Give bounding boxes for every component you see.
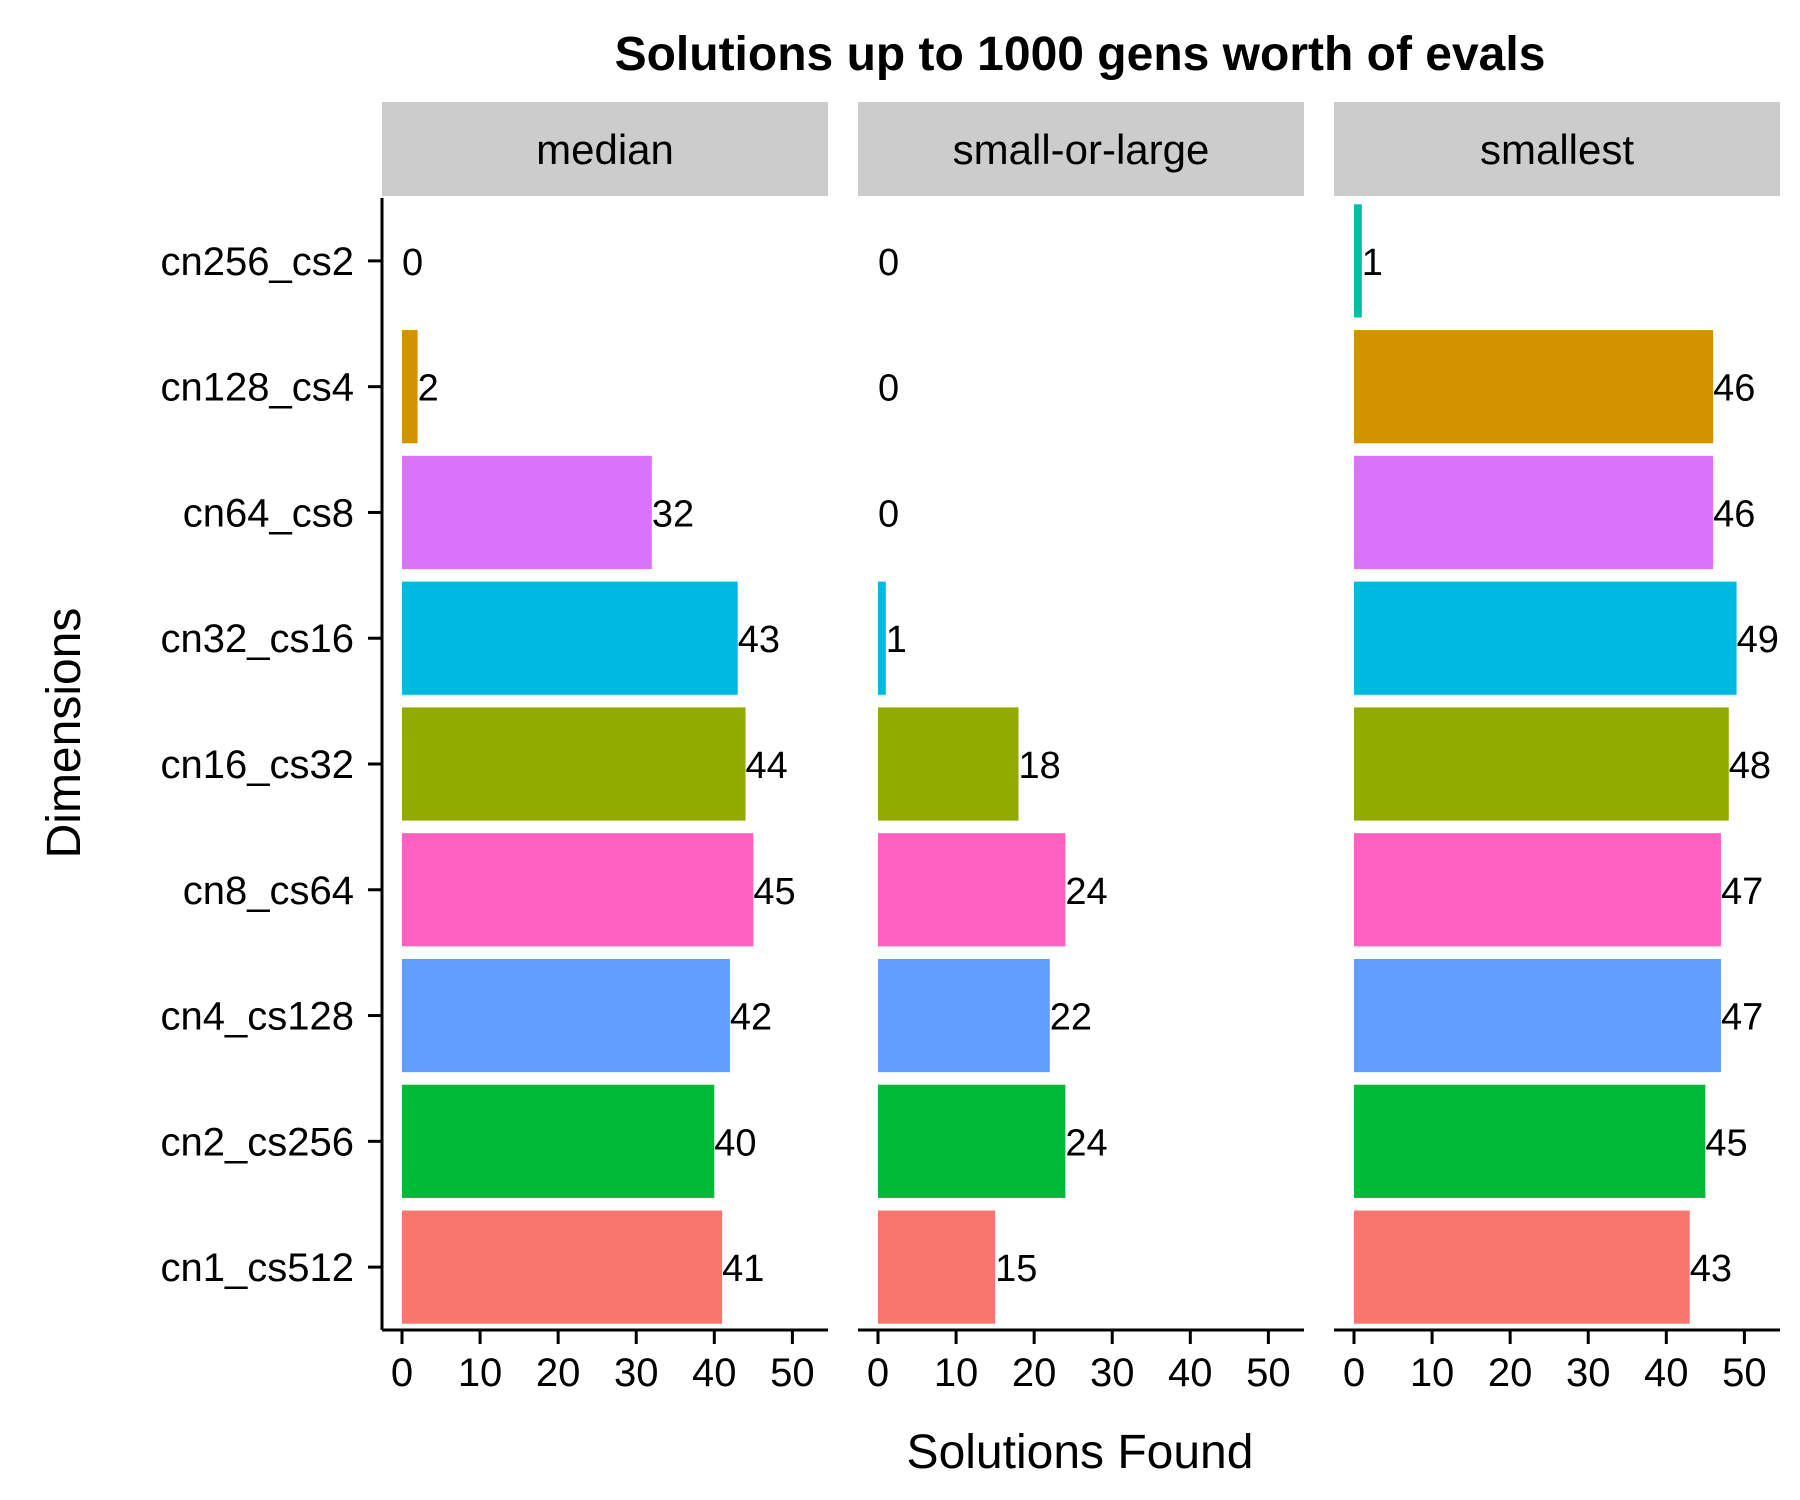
bar-smallest-cn2-cs256	[1354, 1084, 1706, 1198]
x-tick-label: 0	[1343, 1351, 1365, 1395]
data-label-median-cn2-cs256: 40	[714, 1122, 756, 1164]
bar-small-or-large-cn32-cs16	[878, 581, 886, 695]
x-tick-label: 10	[458, 1351, 503, 1395]
data-label-small-or-large-cn1-cs512: 15	[995, 1248, 1037, 1290]
facet-strip-label: small-or-large	[953, 126, 1210, 173]
x-tick-label: 20	[1012, 1351, 1057, 1395]
facet-strip-median	[382, 102, 828, 196]
bar-median-cn2-cs256	[402, 1084, 715, 1198]
data-label-small-or-large-cn8-cs64: 24	[1065, 871, 1107, 913]
data-label-small-or-large-cn128-cs4: 0	[878, 368, 899, 410]
facet-strip-smallest	[1334, 102, 1780, 196]
x-tick-label: 30	[1090, 1351, 1135, 1395]
x-tick-label: 50	[770, 1351, 815, 1395]
bar-median-cn1-cs512	[402, 1210, 723, 1324]
data-label-median-cn32-cs16: 43	[738, 619, 780, 661]
data-label-small-or-large-cn4-cs128: 22	[1050, 997, 1092, 1039]
bar-median-cn32-cs16	[402, 581, 738, 695]
y-tick-label-cn4-cs128: cn4_cs128	[161, 995, 354, 1039]
bar-small-or-large-cn4-cs128	[878, 958, 1050, 1073]
data-label-small-or-large-cn32-cs16: 1	[886, 619, 907, 661]
panel-smallest: smallest 1 46 46 49 48 47 47 45 43 0 10 20 30 40 50	[1334, 102, 1780, 1395]
data-label-median-cn4-cs128: 42	[730, 997, 772, 1039]
bar-small-or-large-cn1-cs512	[878, 1210, 996, 1324]
y-tick-label-cn64-cs8: cn64_cs8	[183, 491, 354, 535]
bar-smallest-cn128-cs4	[1354, 330, 1714, 444]
data-label-median-cn8-cs64: 45	[753, 871, 795, 913]
data-label-smallest-cn2-cs256: 45	[1705, 1122, 1747, 1164]
chart-title: Solutions up to 1000 gens worth of evals	[615, 28, 1546, 81]
bar-smallest-cn32-cs16	[1354, 581, 1737, 695]
x-tick-label: 50	[1722, 1351, 1767, 1395]
data-label-median-cn64-cs8: 32	[652, 493, 694, 535]
data-label-median-cn16-cs32: 44	[746, 745, 788, 787]
x-tick-label: 40	[1644, 1351, 1689, 1395]
x-tick-label: 30	[1566, 1351, 1611, 1395]
y-axis-title: Dimensions	[38, 608, 91, 859]
panel-small-or-large: small-or-large 0 0 0 1 18 24 22 24 15 0 10 20 30 40 50	[858, 102, 1304, 1395]
bar-smallest-cn4-cs128	[1354, 958, 1721, 1073]
x-tick-label: 10	[1410, 1351, 1455, 1395]
bar-small-or-large-cn8-cs64	[878, 833, 1066, 947]
data-label-smallest-cn16-cs32: 48	[1729, 745, 1771, 787]
data-label-small-or-large-cn2-cs256: 24	[1065, 1122, 1107, 1164]
data-label-smallest-cn64-cs8: 46	[1713, 493, 1755, 535]
x-tick-label: 40	[1168, 1351, 1213, 1395]
data-label-smallest-cn32-cs16: 49	[1737, 619, 1779, 661]
x-tick-label: 40	[692, 1351, 737, 1395]
bar-small-or-large-cn16-cs32	[878, 707, 1019, 821]
y-tick-label-cn2-cs256: cn2_cs256	[161, 1120, 354, 1164]
bar-smallest-cn8-cs64	[1354, 833, 1721, 947]
data-label-smallest-cn128-cs4: 46	[1713, 368, 1755, 410]
x-tick-label: 10	[934, 1351, 979, 1395]
data-label-small-or-large-cn16-cs32: 18	[1019, 745, 1061, 787]
data-label-small-or-large-cn256-cs2: 0	[878, 242, 899, 284]
x-tick-label: 20	[536, 1351, 581, 1395]
data-label-median-cn1-cs512: 41	[722, 1248, 764, 1290]
panel-median: median 0 2 32 43 44 45 42 40 41 0 10 20 30 40 50	[382, 102, 828, 1395]
y-tick-label-cn128-cs4: cn128_cs4	[161, 366, 354, 410]
data-label-median-cn128-cs4: 2	[418, 368, 439, 410]
y-tick-label-cn256-cs2: cn256_cs2	[161, 240, 354, 284]
bar-median-cn4-cs128	[402, 958, 730, 1073]
x-tick-label: 0	[391, 1351, 413, 1395]
x-tick-label: 20	[1488, 1351, 1533, 1395]
y-axis: cn256_cs2 cn128_cs4 cn64_cs8 cn32_cs16 cn16_…	[161, 198, 384, 1330]
x-tick-label: 0	[867, 1351, 889, 1395]
data-label-smallest-cn1-cs512: 43	[1690, 1248, 1732, 1290]
bar-median-cn8-cs64	[402, 833, 754, 947]
bar-median-cn64-cs8	[402, 455, 652, 570]
bar-smallest-cn1-cs512	[1354, 1210, 1690, 1324]
data-label-small-or-large-cn64-cs8: 0	[878, 493, 899, 535]
data-label-smallest-cn8-cs64: 47	[1721, 871, 1763, 913]
bar-median-cn128-cs4	[402, 330, 418, 444]
bar-median-cn16-cs32	[402, 707, 746, 821]
facet-strip-small-or-large	[858, 102, 1304, 196]
x-tick-label: 50	[1246, 1351, 1291, 1395]
y-tick-label-cn32-cs16: cn32_cs16	[161, 617, 354, 661]
bar-smallest-cn256-cs2	[1354, 204, 1362, 318]
y-tick-label-cn8-cs64: cn8_cs64	[183, 869, 354, 913]
bar-small-or-large-cn2-cs256	[878, 1084, 1066, 1198]
data-label-median-cn256-cs2: 0	[402, 242, 423, 284]
y-tick-label-cn16-cs32: cn16_cs32	[161, 743, 354, 787]
facet-strip-label: smallest	[1480, 126, 1634, 173]
data-label-smallest-cn256-cs2: 1	[1362, 242, 1383, 284]
data-label-smallest-cn4-cs128: 47	[1721, 997, 1763, 1039]
x-axis-title: Solutions Found	[907, 1426, 1254, 1479]
bar-smallest-cn64-cs8	[1354, 455, 1714, 570]
facet-strip-label: median	[536, 126, 674, 173]
bar-smallest-cn16-cs32	[1354, 707, 1729, 821]
y-tick-label-cn1-cs512: cn1_cs512	[161, 1246, 354, 1290]
x-tick-label: 30	[614, 1351, 659, 1395]
